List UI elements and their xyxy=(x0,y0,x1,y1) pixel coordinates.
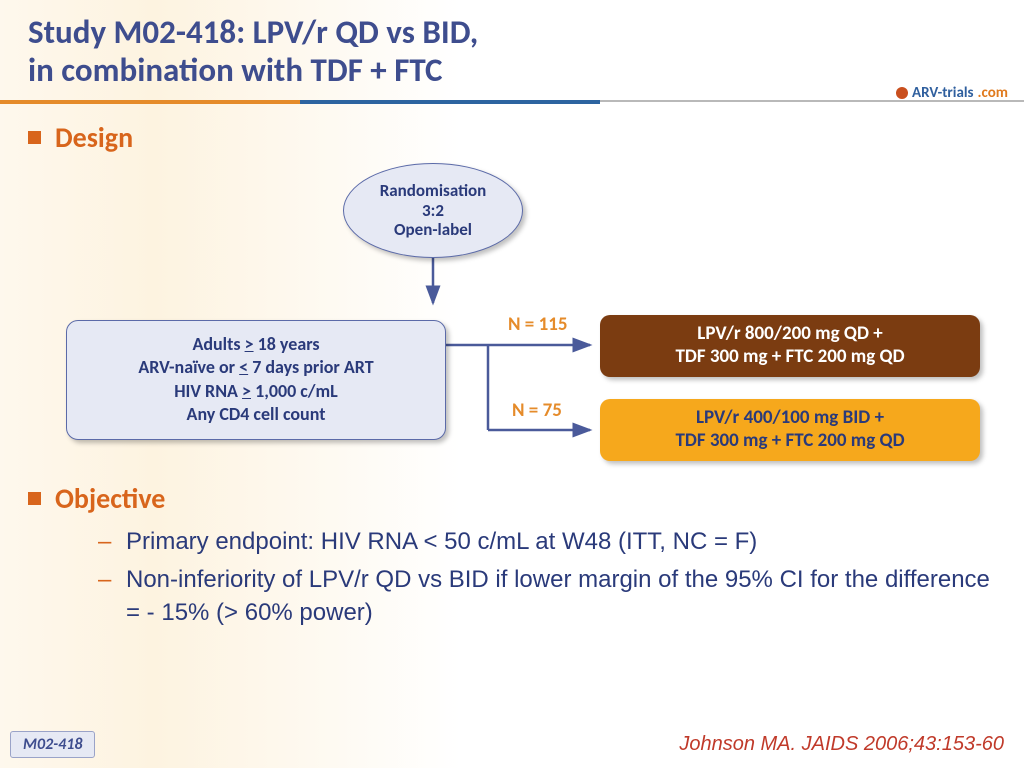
randomisation-line2: 3:2 xyxy=(422,201,444,221)
section-design-label: Design xyxy=(55,120,133,155)
criteria-line4: Any CD4 cell count xyxy=(187,403,326,426)
objective-list: Primary endpoint: HIV RNA < 50 c/mL at W… xyxy=(98,526,996,629)
randomisation-line1: Randomisation xyxy=(380,181,487,201)
randomisation-node: Randomisation 3:2 Open-label xyxy=(343,163,523,258)
objective-item-2: Non-inferiority of LPV/r QD vs BID if lo… xyxy=(98,564,996,629)
title-line-2: in combination with TDF + FTC xyxy=(28,50,442,90)
logo-dot-icon xyxy=(896,87,908,99)
logo-text: ARV-trials xyxy=(912,84,973,102)
criteria-line1: Adults > 18 years xyxy=(192,333,319,356)
arm2-line1: LPV/r 400/100 mg BID + xyxy=(696,407,884,430)
arm1-line1: LPV/r 800/200 mg QD + xyxy=(697,323,882,346)
title-block: Study M02-418: LPV/r QD vs BID, in combi… xyxy=(0,0,1024,98)
arm2-line2: TDF 300 mg + FTC 200 mg QD xyxy=(675,430,904,453)
arm2-n-label: N = 75 xyxy=(512,399,562,422)
arm1-n-label: N = 115 xyxy=(508,313,567,336)
footer-study-tag: M02-418 xyxy=(10,731,95,758)
title-line-1: Study M02-418: LPV/r QD vs BID, xyxy=(28,12,478,52)
study-diagram: Randomisation 3:2 Open-label Adults > 18… xyxy=(28,155,996,475)
section-design-heading: Design xyxy=(28,120,996,155)
section-objective-heading: Objective xyxy=(28,481,996,516)
arm1-line2: TDF 300 mg + FTC 200 mg QD xyxy=(675,346,904,369)
criteria-line2: ARV-naïve or < 7 days prior ART xyxy=(138,356,373,379)
inclusion-criteria-box: Adults > 18 years ARV-naïve or < 7 days … xyxy=(66,320,446,440)
logo-suffix: .com xyxy=(978,84,1008,102)
objective-item-1: Primary endpoint: HIV RNA < 50 c/mL at W… xyxy=(98,526,996,558)
bullet-icon xyxy=(28,131,41,144)
arm2-box: LPV/r 400/100 mg BID + TDF 300 mg + FTC … xyxy=(600,399,980,461)
site-logo: ARV-trials .com xyxy=(896,84,1008,102)
section-objective-label: Objective xyxy=(55,481,165,516)
page-title: Study M02-418: LPV/r QD vs BID, in combi… xyxy=(28,14,996,90)
arm1-box: LPV/r 800/200 mg QD + TDF 300 mg + FTC 2… xyxy=(600,315,980,377)
randomisation-line3: Open-label xyxy=(394,220,472,240)
citation: Johnson MA. JAIDS 2006;43:153-60 xyxy=(679,733,1004,756)
criteria-line3: HIV RNA > 1,000 c/mL xyxy=(174,380,338,403)
bullet-icon xyxy=(28,492,41,505)
